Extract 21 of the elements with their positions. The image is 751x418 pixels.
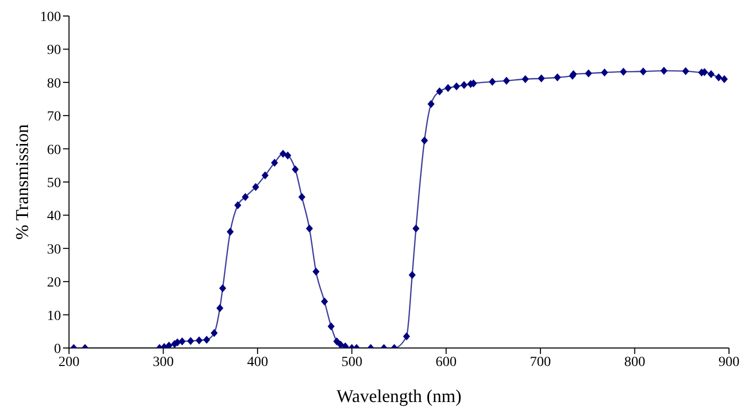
y-tick-label: 40	[47, 209, 61, 224]
y-tick-label: 80	[47, 76, 61, 92]
y-tick-label: 20	[47, 276, 61, 291]
x-tick-label: 700	[530, 354, 551, 370]
y-tick-label: 10	[47, 308, 61, 324]
y-tick-label: 60	[47, 142, 61, 158]
y-tick-label: 30	[47, 242, 61, 258]
x-axis-title: Wavelength (nm)	[336, 386, 462, 406]
x-tick-label: 500	[341, 354, 362, 370]
y-tick-label: 0	[54, 342, 61, 357]
y-tick-label: 90	[47, 43, 61, 58]
x-tick-label: 300	[152, 354, 174, 370]
x-tick-label: 200	[58, 354, 80, 370]
x-tick-label: 600	[436, 354, 457, 370]
x-tick-label: 800	[624, 354, 646, 370]
y-tick-label: 70	[47, 110, 61, 125]
x-tick-label: 400	[247, 354, 268, 370]
y-axis-title: % Transmission	[12, 124, 32, 240]
x-tick-label: 900	[718, 354, 740, 370]
y-tick-label: 100	[40, 10, 61, 25]
y-tick-label: 50	[47, 176, 61, 191]
